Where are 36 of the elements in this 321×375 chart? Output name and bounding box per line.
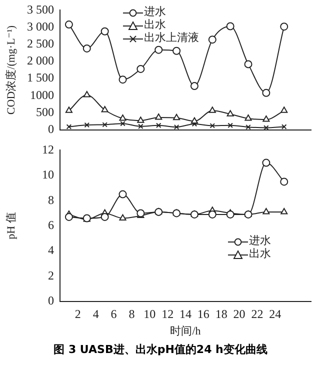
caption: 图 3 UASB进、出水pH值的24 h变化曲线 — [52, 342, 268, 357]
x-tick-label: 4 — [92, 306, 99, 321]
x-tick-label: 6 — [110, 306, 117, 321]
y-tick-label: 3 500 — [27, 2, 54, 16]
x-tick-label: 22 — [251, 306, 264, 321]
legend-label: 出水 — [144, 19, 166, 32]
y-tick-label: 12 — [42, 142, 54, 156]
y-tick-label: 2 000 — [27, 54, 54, 68]
x-tick-label: 10 — [144, 306, 156, 321]
y-tick-label: 0 — [48, 122, 54, 136]
x-tick-label: 16 — [197, 306, 210, 321]
x-tick-label: 2 — [74, 306, 81, 321]
legend-label: 进水 — [249, 235, 271, 248]
y-tick-label: 3 000 — [27, 19, 54, 34]
y-tick-label: 0 — [48, 294, 54, 308]
y-tick-label: 1000 — [30, 88, 54, 102]
y-axis-title: COD浓度/(mg·L⁻¹) — [4, 25, 18, 115]
y-tick-label: 2 — [48, 268, 54, 282]
x-tick-label: 12 — [162, 306, 174, 321]
legend-label: 出水上清液 — [144, 32, 199, 46]
x-axis-title: 时间/h — [170, 324, 202, 338]
x-tick-label: 8 — [128, 306, 135, 321]
y-tick-label: 2 500 — [27, 36, 54, 51]
y-tick-label: 8 — [48, 192, 54, 207]
y-tick-label: 4 — [48, 243, 54, 258]
y-axis-title: pH 值 — [5, 212, 18, 240]
y-tick-label: 1 500 — [27, 70, 54, 85]
legend-label: 出水 — [249, 248, 271, 262]
legend-label: 进水 — [144, 6, 166, 19]
x-tick-label: 14 — [180, 306, 192, 321]
y-tick-label: 500 — [36, 104, 54, 119]
x-tick-label: 20 — [233, 306, 246, 321]
y-tick-label: 6 — [48, 218, 54, 232]
y-tick-label: 10 — [42, 168, 54, 182]
x-tick-label: 18 — [215, 306, 228, 321]
x-tick-label: 24 — [269, 306, 282, 321]
